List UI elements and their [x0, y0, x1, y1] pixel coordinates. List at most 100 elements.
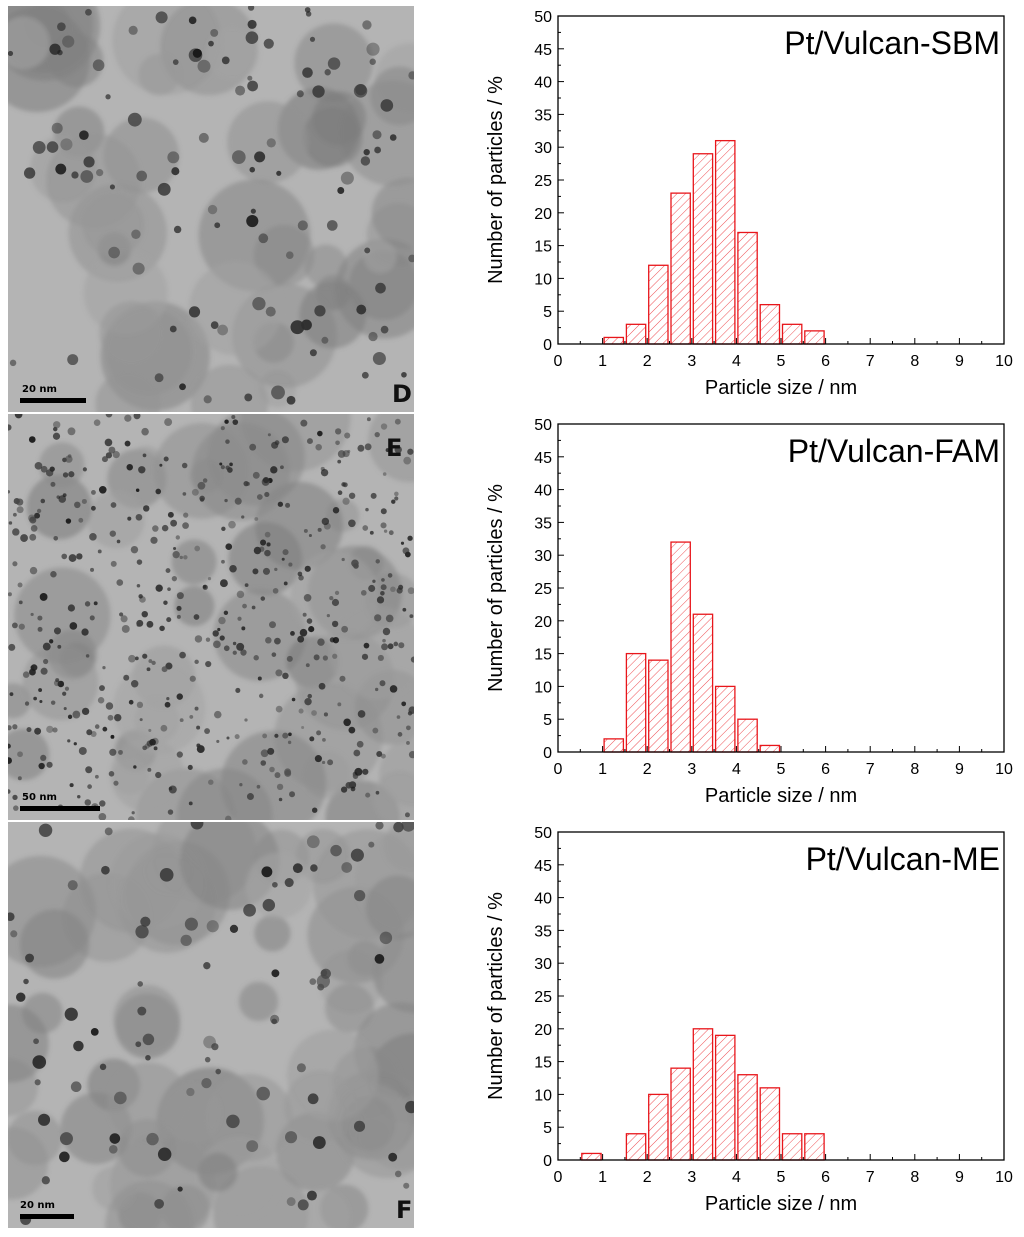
y-tick-label: 10 — [534, 1087, 552, 1104]
histogram-bar — [804, 1133, 825, 1161]
tem-micrograph-f: 20 nm F — [8, 822, 414, 1228]
tem-micrograph-e: 50 nm E — [8, 414, 414, 820]
histogram-bar — [804, 330, 825, 345]
y-tick-label: 20 — [534, 206, 552, 223]
histogram-bar — [759, 303, 781, 345]
x-axis-label: Particle size / nm — [705, 377, 857, 399]
plot-frame — [557, 423, 1005, 753]
micrograph-image — [8, 414, 414, 820]
x-tick-label: 8 — [910, 761, 919, 778]
x-tick-label: 2 — [643, 1169, 652, 1186]
histogram-bar — [670, 1067, 691, 1161]
histogram-bar — [648, 659, 669, 753]
x-tick-label: 7 — [866, 761, 875, 778]
y-tick-label: 45 — [534, 858, 552, 875]
y-tick-label: 40 — [534, 891, 552, 908]
x-tick-label: 0 — [554, 1169, 563, 1186]
x-tick-label: 1 — [598, 761, 607, 778]
y-tick-label: 35 — [534, 923, 552, 940]
panel-letter-e: E — [386, 434, 403, 462]
panel-letter-d: D — [392, 380, 412, 408]
y-axis-label: Number of particles / % — [485, 76, 507, 284]
y-tick-label: 25 — [534, 989, 552, 1006]
x-tick-label: 6 — [821, 761, 830, 778]
y-tick-label: 45 — [534, 450, 552, 467]
y-tick-label: 45 — [534, 42, 552, 59]
x-tick-label: 3 — [687, 761, 696, 778]
x-tick-label: 10 — [995, 1169, 1013, 1186]
histogram-bar — [781, 1133, 803, 1161]
scale-bar-label: 50 nm — [22, 792, 57, 803]
histogram-bar — [603, 336, 625, 345]
histogram-bar — [581, 1152, 602, 1161]
histogram-bar — [737, 1074, 758, 1161]
histogram-svg: 0 1 2 3 4 5 6 7 8 9 1005101520253035404550Pt/Vulca… — [485, 417, 1013, 807]
x-tick-label: 8 — [910, 1169, 919, 1186]
histogram-me: 0 1 2 3 4 5 6 7 8 9 10 0 5 10 15 20 25 30 35 40 45 50 Pt/Vulca… — [476, 820, 1016, 1230]
y-tick-label: 5 — [543, 712, 552, 729]
y-axis-label: Number of particles / % — [485, 484, 507, 692]
x-tick-label: 9 — [955, 353, 964, 370]
tem-micrograph-d: 20 nm D — [8, 6, 414, 412]
y-tick-label: 15 — [534, 239, 552, 256]
y-tick-label: 10 — [534, 271, 552, 288]
x-tick-label: 5 — [777, 353, 786, 370]
histogram-svg: 0 1 2 3 4 5 6 7 8 9 1005101520253035404550Pt/Vulca… — [485, 825, 1013, 1215]
histogram-bar — [670, 192, 691, 345]
x-tick-label: 8 — [910, 353, 919, 370]
x-tick-label: 0 — [554, 761, 563, 778]
histogram-sbm: 0 1 2 3 4 5 6 7 8 9 10 0 5 10 15 20 25 30 35 40 45 50 Pt/Vulca… — [476, 4, 1016, 414]
x-tick-label: 2 — [643, 353, 652, 370]
y-tick-label: 15 — [534, 1055, 552, 1072]
x-tick-label: 1 — [598, 1169, 607, 1186]
histogram-bar — [648, 264, 669, 345]
x-tick-label: 6 — [821, 353, 830, 370]
x-tick-label: 5 — [777, 1169, 786, 1186]
scale-bar — [20, 806, 100, 811]
micrograph-image — [8, 6, 414, 412]
y-tick-label: 15 — [534, 647, 552, 664]
histogram-fam: 0 1 2 3 4 5 6 7 8 9 10 0 5 10 15 20 25 30 35 40 45 50 Pt/Vulca… — [476, 412, 1016, 822]
scale-bar — [20, 398, 86, 403]
histogram-bar — [714, 139, 736, 345]
histogram-bar — [781, 323, 803, 345]
histogram-bar — [625, 323, 647, 345]
histogram-bar — [714, 685, 736, 753]
x-tick-label: 1 — [598, 353, 607, 370]
histogram-bar — [625, 1133, 647, 1161]
y-tick-label: 10 — [534, 679, 552, 696]
y-tick-label: 25 — [534, 581, 552, 598]
x-axis-label: Particle size / nm — [705, 1193, 857, 1215]
y-axis-label: Number of particles / % — [485, 892, 507, 1100]
histogram-bar — [692, 153, 714, 345]
y-tick-label: 35 — [534, 515, 552, 532]
y-tick-label: 50 — [534, 825, 552, 842]
histogram-bar — [692, 613, 714, 753]
y-tick-label: 0 — [543, 745, 552, 762]
x-tick-label: 10 — [995, 353, 1013, 370]
y-tick-label: 40 — [534, 75, 552, 92]
plot-frame — [557, 15, 1005, 345]
histogram-bar — [714, 1034, 736, 1161]
x-tick-label: 7 — [866, 1169, 875, 1186]
y-tick-label: 25 — [534, 173, 552, 190]
y-tick-label: 40 — [534, 483, 552, 500]
x-tick-label: 9 — [955, 1169, 964, 1186]
chart-title: Pt/Vulcan-ME — [806, 841, 1000, 877]
panel-letter-f: F — [396, 1196, 413, 1224]
x-tick-label: 4 — [732, 1169, 741, 1186]
x-tick-label: 4 — [732, 353, 741, 370]
x-tick-label: 9 — [955, 761, 964, 778]
y-tick-label: 50 — [534, 9, 552, 26]
histogram-bar — [648, 1093, 669, 1161]
x-tick-label: 6 — [821, 1169, 830, 1186]
x-tick-label: 10 — [995, 761, 1013, 778]
scale-bar-label: 20 nm — [22, 384, 57, 395]
histogram-bar — [759, 1087, 781, 1161]
y-tick-label: 5 — [543, 1120, 552, 1137]
y-tick-label: 0 — [543, 337, 552, 354]
histogram-svg: 0 1 2 3 4 5 6 7 8 9 1005101520253035404550Pt/Vulca… — [485, 9, 1013, 399]
histogram-bar — [603, 738, 625, 753]
x-tick-label: 7 — [866, 353, 875, 370]
x-tick-label: 5 — [777, 761, 786, 778]
